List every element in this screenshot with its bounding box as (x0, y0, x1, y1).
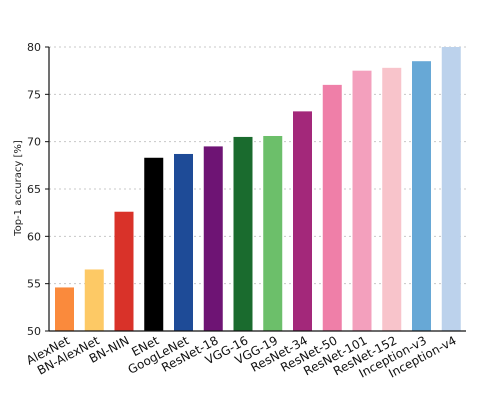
y-axis-label: Top-1 accuracy [%] (13, 140, 24, 237)
bars (55, 47, 461, 332)
axes (48, 47, 466, 332)
y-tick-label: 80 (27, 41, 41, 54)
bar-enet (144, 157, 164, 331)
y-tick-label: 65 (27, 183, 41, 196)
y-tick-label: 70 (27, 136, 41, 149)
y-tick-label: 60 (27, 230, 41, 243)
bar-alexnet (55, 287, 74, 331)
y-tick-label: 55 (27, 278, 41, 291)
bar-resnet-50 (322, 84, 342, 332)
grid-lines (49, 46, 466, 285)
y-tick-label: 75 (27, 88, 41, 101)
y-tick-label: 50 (27, 325, 41, 338)
bar-resnet-101 (352, 70, 372, 332)
x-tick-labels: AlexNetBN-AlexNetBN-NINENetGoogLeNetResN… (24, 333, 459, 380)
bar-vgg-19 (263, 135, 283, 331)
bar-inception-v4 (441, 47, 461, 331)
bar-resnet-34 (293, 111, 312, 332)
y-tick-labels: 50 55 60 65 70 75 80 (27, 41, 49, 338)
bar-bn-alexnet (84, 269, 104, 331)
bar-resnet-18 (203, 146, 223, 331)
bar-bn-nin (114, 211, 134, 331)
bar-vgg-16 (233, 136, 253, 331)
bar-googlenet (174, 153, 193, 331)
bar-resnet-152 (382, 67, 402, 331)
bar-inception-v3 (412, 61, 431, 331)
